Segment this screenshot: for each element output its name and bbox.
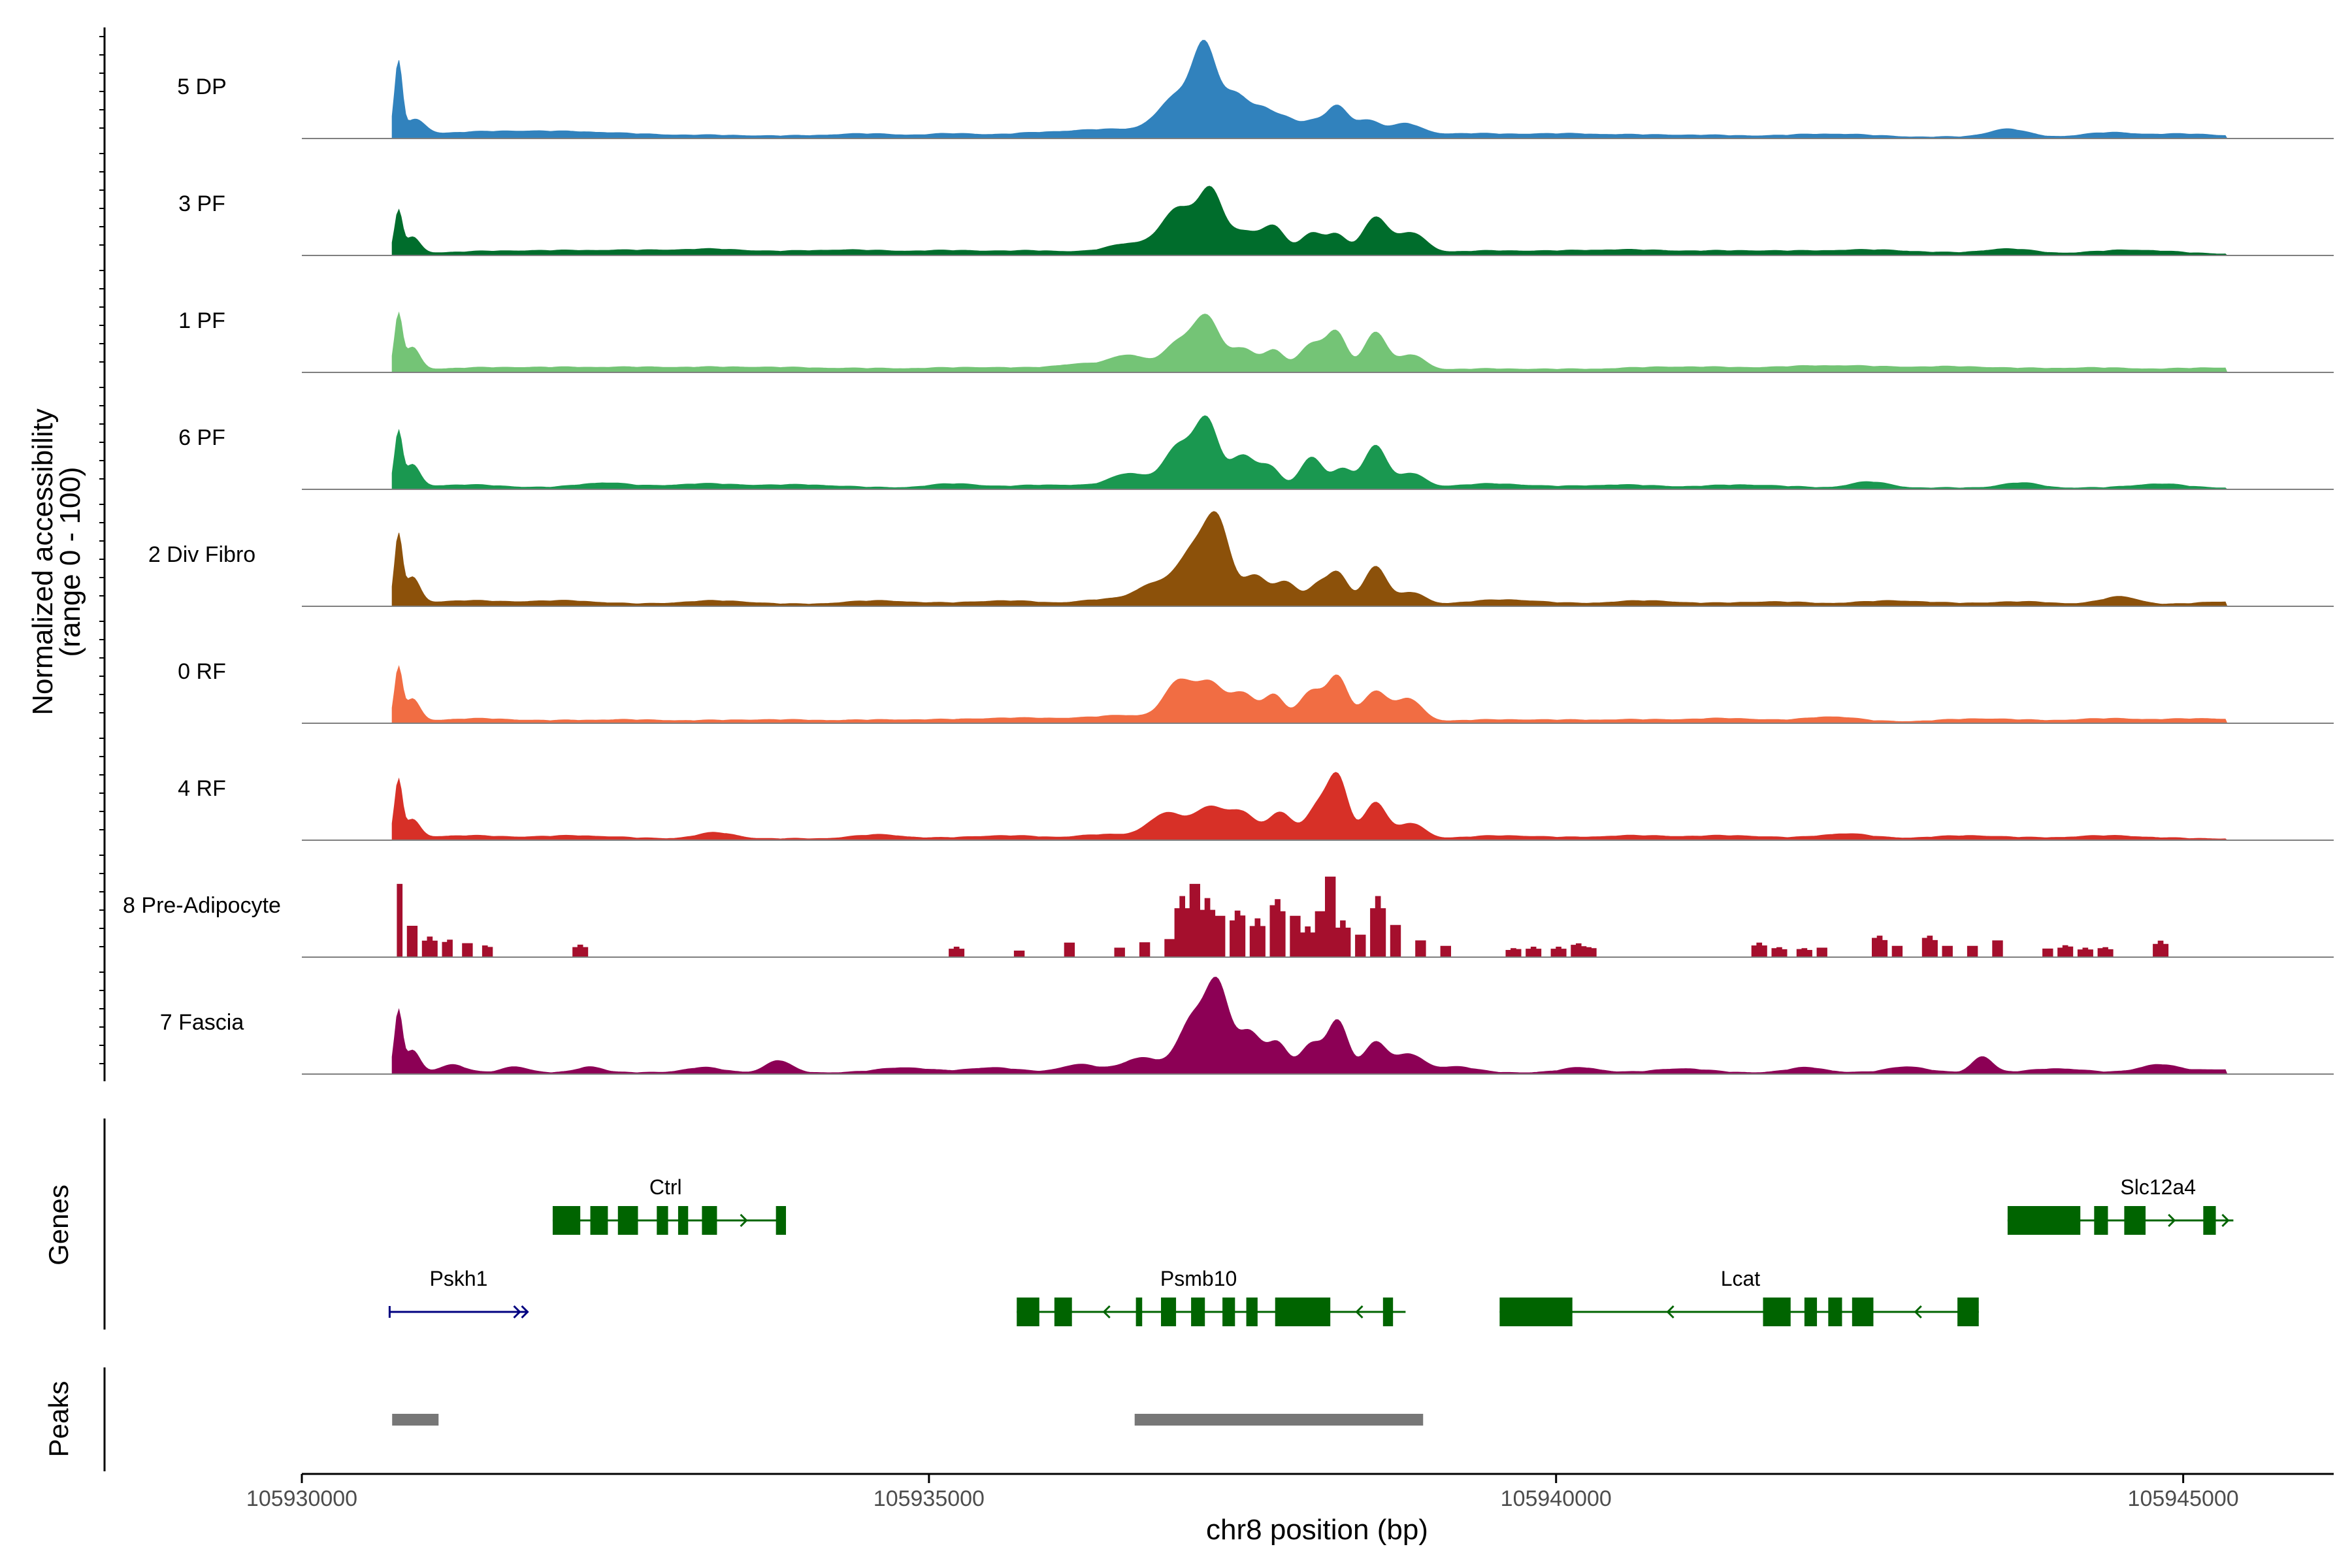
track-label: 0 RF [178,659,226,684]
gene-exon [1763,1298,1791,1326]
x-tick-label: 105935000 [874,1486,985,1511]
strand-arrow [1102,1305,1111,1319]
signal-area [391,976,2228,1075]
gene-label: Slc12a4 [2120,1175,2196,1199]
track-label: 3 PF [178,191,225,216]
strand-arrow [2168,1213,2176,1228]
gene-exon [702,1206,717,1235]
signal-area [391,772,2229,841]
gene-label: Psmb10 [1160,1267,1237,1290]
signal-area [391,664,2228,724]
gene-exon [1135,1298,1143,1326]
gene-pskh1: Pskh1 [388,1267,529,1319]
track-label: 7 Fascia [160,1010,244,1035]
gene-exon [1957,1298,1979,1326]
track-1-pf: 1 PF [178,308,2334,373]
gene-exon [2203,1206,2216,1235]
track-3-pf: 3 PF [178,186,2334,256]
track-7-fascia: 7 Fascia [160,976,2334,1075]
gene-exon [1382,1298,1394,1326]
gene-label: Pskh1 [430,1267,488,1290]
peak-regions [392,1414,1424,1426]
gene-exon [657,1206,668,1235]
strand-arrow [1914,1305,1922,1319]
gene-exon [2124,1206,2146,1235]
signal-area [391,415,2229,490]
strand-arrow [1666,1305,1674,1319]
x-axis-ticks: 105930000 105935000 105940000 105945000 [246,1474,2239,1511]
x-axis-title: chr8 position (bp) [1206,1514,1428,1546]
y-axis-range: (range 0 - 100) [54,466,86,657]
strand-arrow [2221,1213,2230,1228]
track-6-pf: 6 PF [178,415,2334,490]
signal-area [392,876,2229,958]
signal-area [391,311,2228,373]
track-2-div-fibro: 2 Div Fibro [148,511,2334,607]
coverage-y-ticks [99,36,105,1064]
gene-exon [1161,1298,1177,1326]
signal-area [391,186,2229,256]
peaks-panel-label: Peaks [43,1381,74,1458]
track-4-rf: 4 RF [178,772,2334,841]
gene-exon [1017,1298,1039,1326]
gene-exon [1222,1298,1235,1326]
strand-arrow [513,1305,521,1319]
track-label: 1 PF [178,308,225,333]
track-5-dp: 5 DP [177,40,2334,139]
strand-arrow [1355,1305,1364,1319]
x-tick-label: 105930000 [246,1486,357,1511]
gene-exon [776,1206,787,1235]
gene-exon [1275,1298,1331,1326]
gene-ctrl: Ctrl [552,1175,787,1235]
track-label: 6 PF [178,425,225,450]
gene-lcat: Lcat [1499,1267,1979,1326]
track-label: 2 Div Fibro [148,542,255,567]
gene-psmb10: Psmb10 [1017,1267,1406,1326]
gene-label: Ctrl [649,1175,682,1199]
strand-arrow [740,1213,748,1228]
peak-region-bar [392,1414,439,1426]
gene-exon [2094,1206,2108,1235]
track-0-rf: 0 RF [178,659,2334,724]
gene-exon [617,1206,638,1235]
signal-area [391,511,2228,607]
y-axis-title: Normalized accessibility [27,408,59,715]
gene-exon [2007,1206,2081,1235]
peak-region-bar [1134,1414,1424,1426]
genes-panel-label: Genes [43,1184,74,1266]
track-8-pre-adipocyte: 8 Pre-Adipocyte [123,876,2334,958]
gene-exon [1054,1298,1072,1326]
track-label: 5 DP [177,74,227,99]
gene-exon [1852,1298,1874,1326]
gene-exon [552,1206,581,1235]
gene-label: Lcat [1721,1267,1761,1290]
track-label: 8 Pre-Adipocyte [123,893,281,918]
gene-exon [1499,1298,1573,1326]
x-tick-label: 105940000 [1501,1486,1612,1511]
gene-exon [1828,1298,1842,1326]
gene-exon [1804,1298,1818,1326]
signal-area [391,40,2228,139]
gene-exon [1191,1298,1205,1326]
gene-exon [678,1206,689,1235]
gene-annotations: Ctrl Slc12a4 Pskh1 Psmb10 Lcat [388,1175,2234,1326]
coverage-tracks: 5 DP 3 PF 1 PF 6 PF 2 Div Fibro 0 RF 4 RF 8 Pre… [123,40,2334,1075]
x-tick-label: 105945000 [2128,1486,2239,1511]
track-label: 4 RF [178,776,226,801]
gene-slc12a4: Slc12a4 [2007,1175,2234,1235]
gene-exon [1246,1298,1258,1326]
gene-exon [590,1206,608,1235]
strand-arrow [521,1305,529,1319]
